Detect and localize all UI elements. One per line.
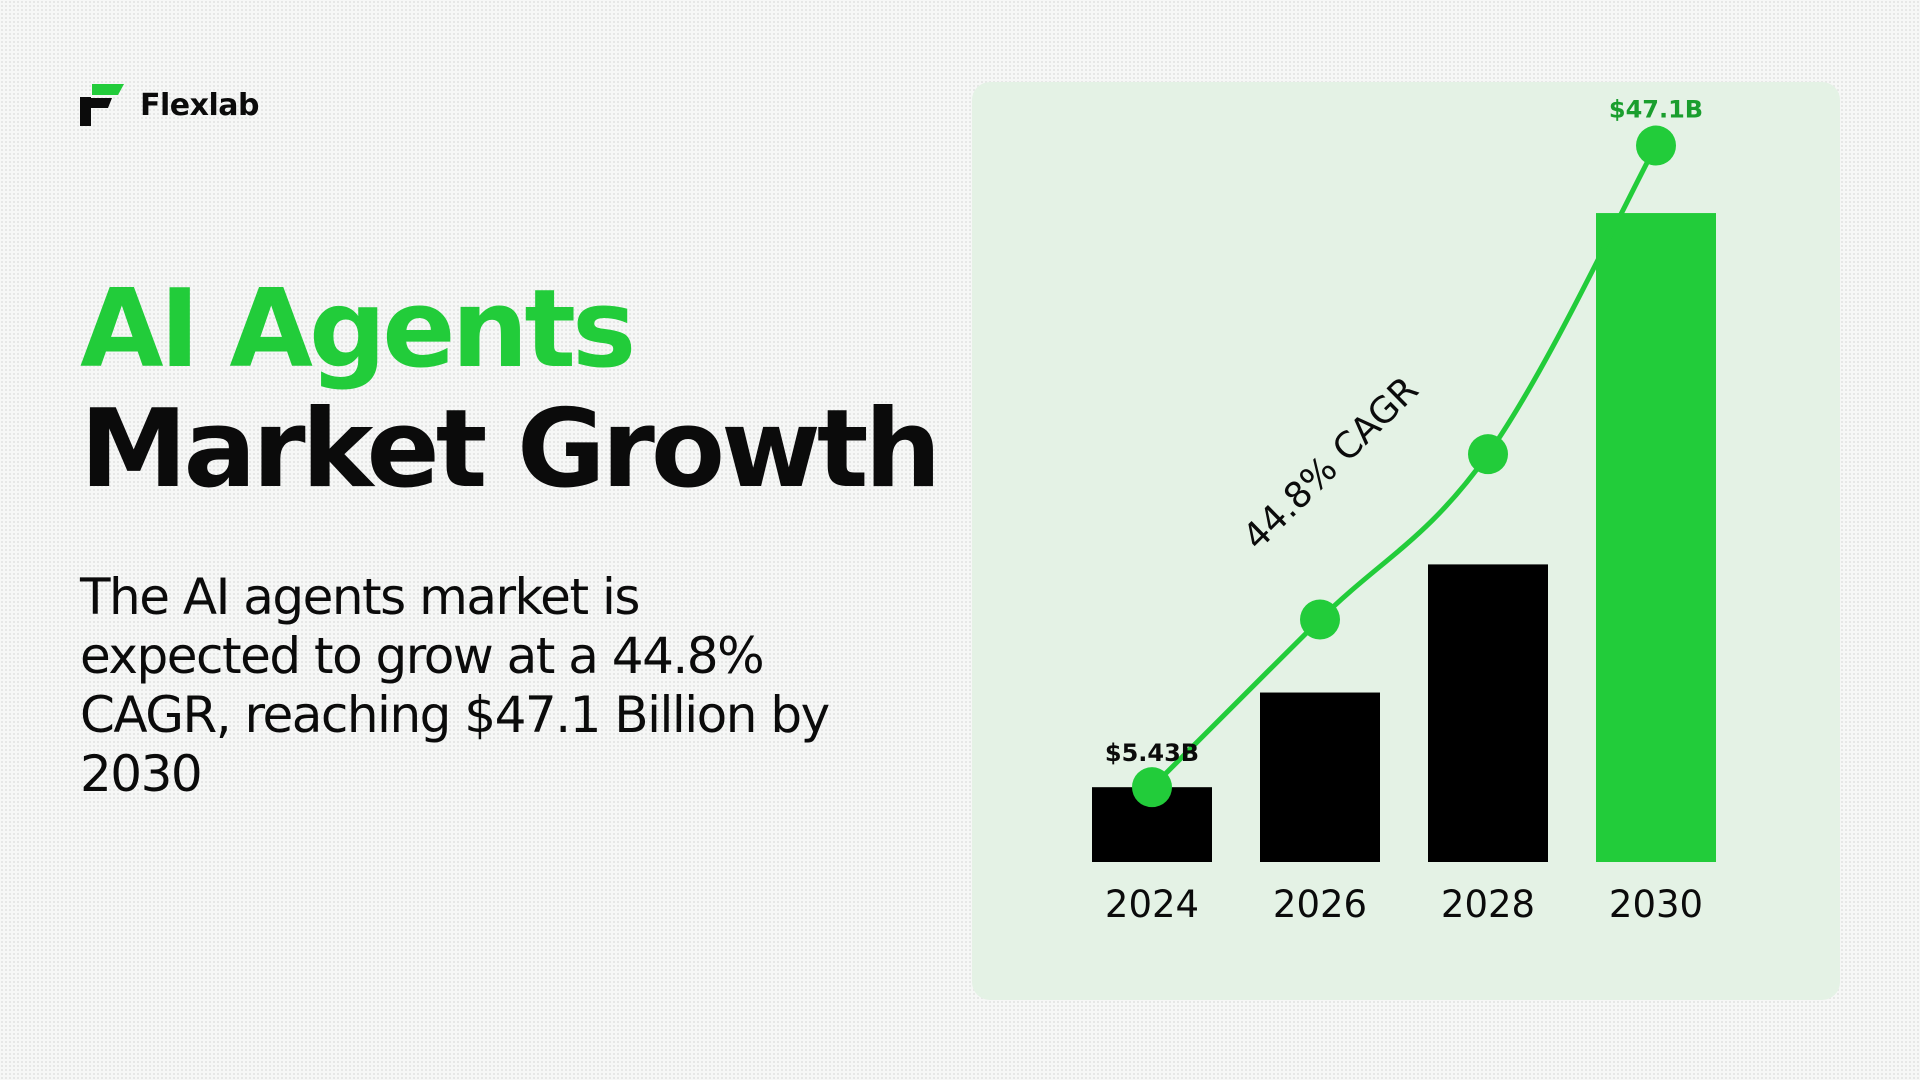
description-text: The AI agents market is expected to grow… — [80, 568, 830, 803]
trend-point-2024 — [1132, 767, 1172, 808]
data-label-2030: $47.1B — [1609, 96, 1703, 124]
brand-name: Flexlab — [140, 87, 259, 123]
bar-2028 — [1428, 564, 1548, 862]
brand-logo: Flexlab — [80, 84, 259, 126]
page-title: AI Agents Market Growth — [80, 267, 941, 512]
flexlab-logo-icon — [80, 84, 124, 126]
trend-point-2028 — [1468, 434, 1508, 475]
x-tick-2030: 2030 — [1609, 883, 1703, 926]
trend-line — [1149, 143, 1659, 790]
cagr-annotation: 44.8% CAGR — [1235, 369, 1426, 558]
x-tick-2024: 2024 — [1105, 883, 1199, 926]
title-line-1: AI Agents — [80, 267, 636, 392]
x-tick-2026: 2026 — [1273, 883, 1367, 926]
x-tick-2028: 2028 — [1441, 883, 1535, 926]
bar-2030 — [1596, 213, 1716, 863]
chart-card: 2024 2026 2028 2030 $5.43B $47.1B 44.8% CAGR — [972, 82, 1840, 1000]
trend-point-2030 — [1636, 125, 1676, 166]
data-label-2024: $5.43B — [1105, 739, 1199, 767]
trend-point-2026 — [1300, 599, 1340, 640]
bar-chart: 2024 2026 2028 2030 $5.43B $47.1B 44.8% CAGR — [1092, 96, 1716, 926]
title-line-2: Market Growth — [80, 387, 941, 512]
bar-2026 — [1260, 692, 1380, 862]
